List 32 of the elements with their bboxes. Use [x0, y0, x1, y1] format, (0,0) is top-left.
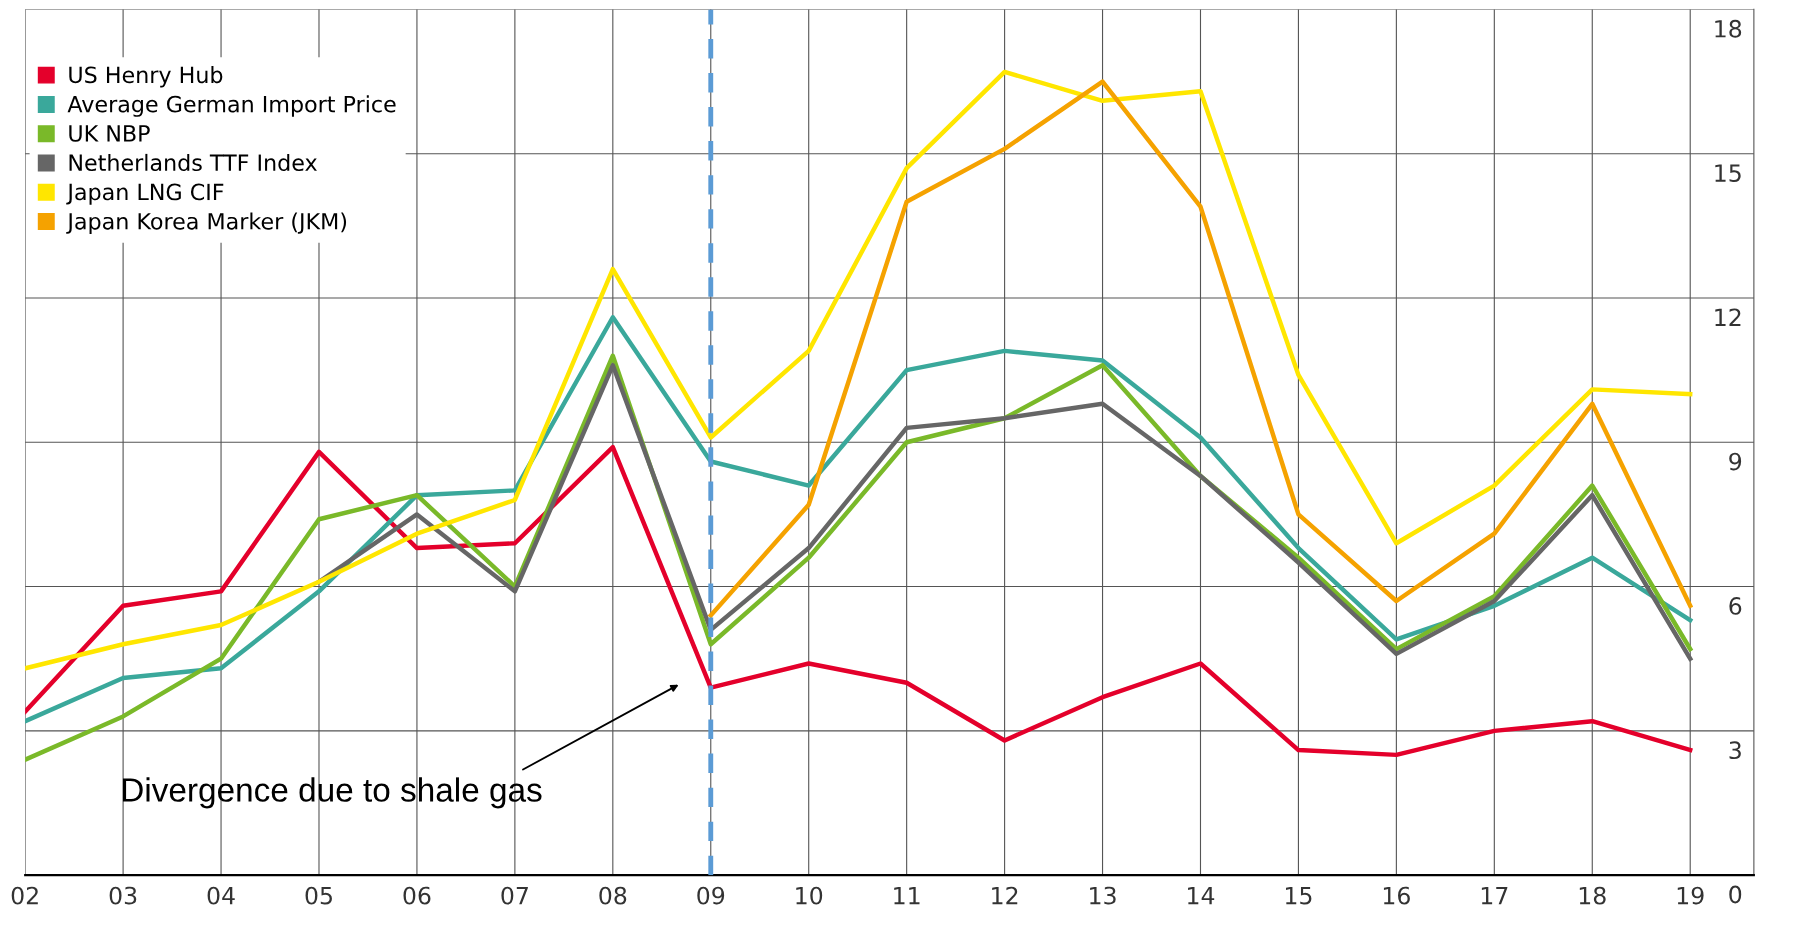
y-tick-label: 0	[1729, 885, 1742, 904]
x-tick-label: 05	[305, 886, 332, 905]
y-tick-label: 18	[1715, 19, 1742, 38]
x-tick-label: 02	[11, 886, 38, 905]
x-tick-label: 06	[403, 886, 431, 905]
x-tick-label: 11	[894, 886, 920, 905]
y-tick-label: 3	[1729, 741, 1741, 760]
y-tick-label: 12	[1715, 308, 1741, 326]
y-tick-label: 15	[1715, 164, 1741, 182]
x-tick-label: 10	[796, 886, 823, 905]
legend-label: Netherlands TTF Index	[69, 153, 317, 172]
x-tick-label: 03	[109, 886, 137, 905]
x-tick-label: 15	[1286, 886, 1312, 905]
x-tick-label: 07	[501, 886, 528, 905]
legend-label: Japan Korea Marker (JKM)	[66, 212, 347, 234]
x-tick-label: 19	[1677, 886, 1704, 905]
x-tick-label: 17	[1481, 886, 1508, 905]
x-tick-label: 18	[1579, 886, 1606, 905]
x-tick-label: 09	[697, 886, 725, 905]
x-tick-label: 13	[1090, 886, 1116, 905]
x-tick-label: 16	[1383, 886, 1410, 905]
y-tick-label: 6	[1729, 596, 1742, 615]
x-tick-label: 08	[599, 886, 627, 905]
legend-label: UK NBP	[69, 125, 150, 142]
legend-label: Japan LNG CIF	[66, 183, 224, 205]
annotation: Divergence due to shale gas	[122, 777, 542, 809]
legend-label: US Henry Hub	[69, 66, 223, 88]
x-tick-label: 04	[207, 886, 235, 905]
x-tick-label: 14	[1188, 886, 1215, 905]
y-tick-label: 9	[1729, 452, 1742, 471]
x-tick-label: 12	[992, 886, 1018, 905]
legend-label: Average German Import Price	[67, 95, 396, 117]
